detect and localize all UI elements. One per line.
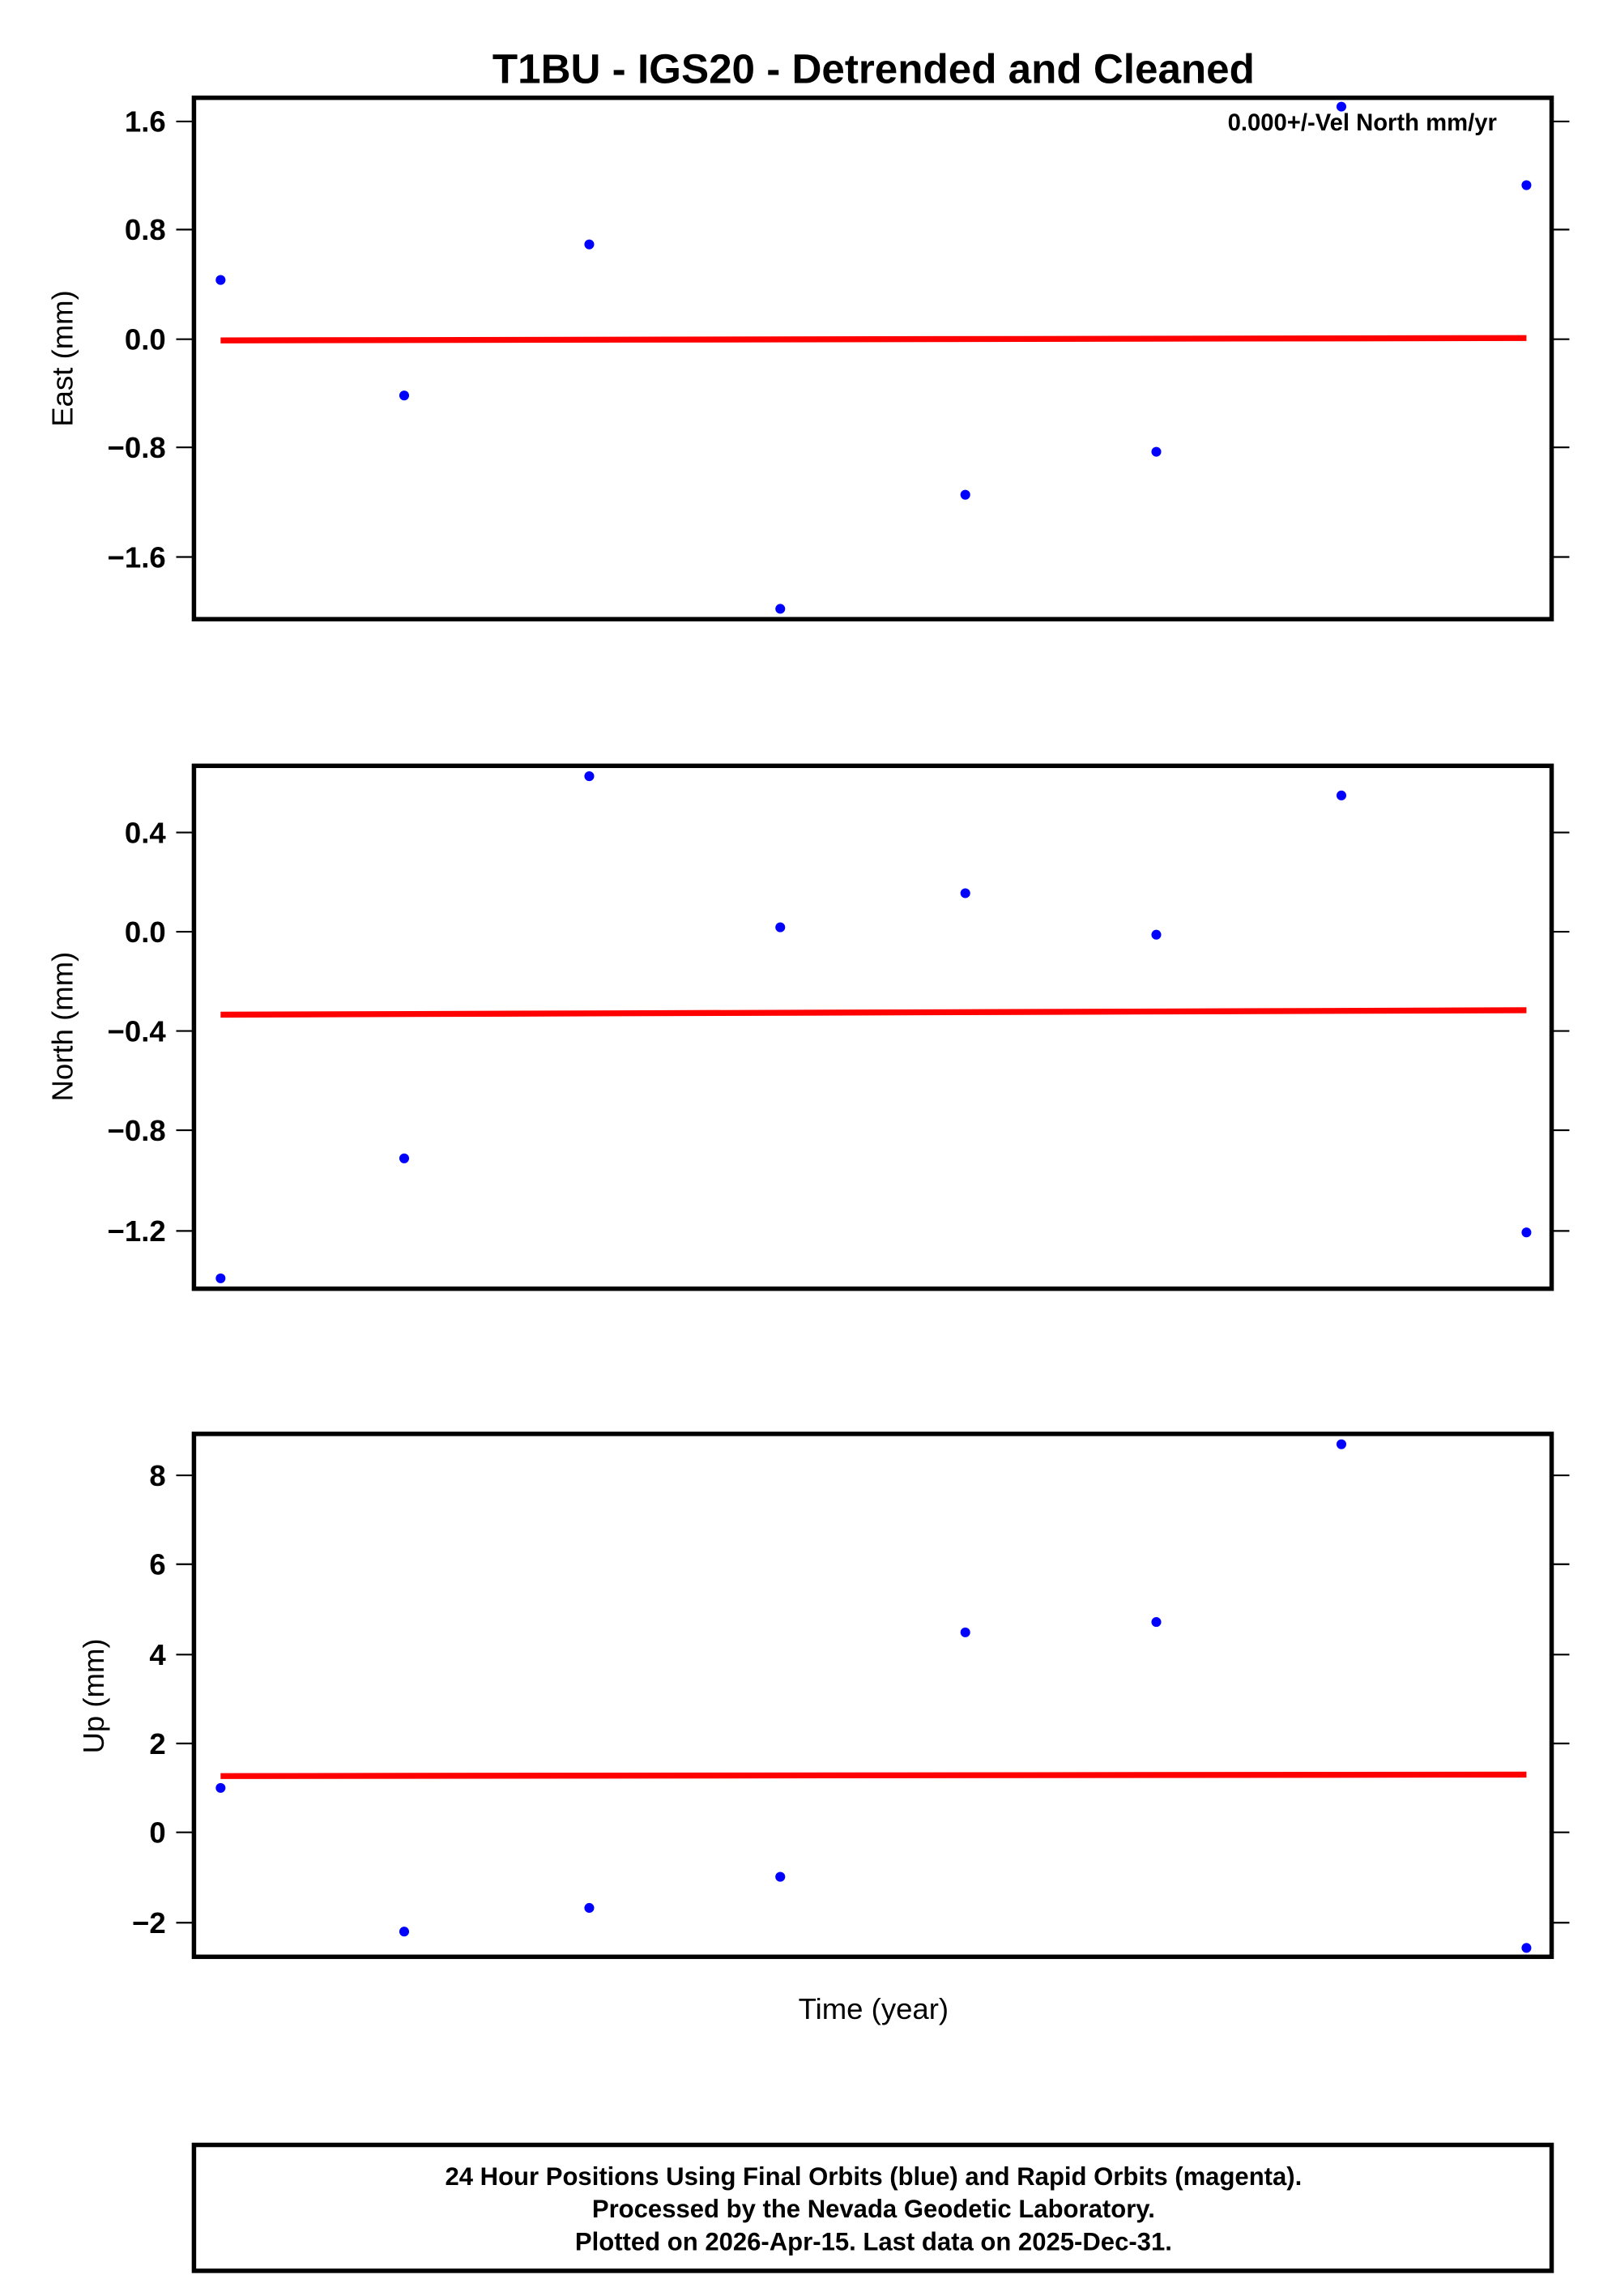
east-tick-label: −0.8 bbox=[108, 431, 166, 464]
north-tick-label: −0.4 bbox=[108, 1014, 167, 1048]
footer-line-2: Processed by the Nevada Geodetic Laborat… bbox=[592, 2195, 1155, 2223]
north-tick-label: −0.8 bbox=[108, 1114, 166, 1147]
north-trend-line bbox=[220, 1007, 1527, 1018]
north-right-ticks bbox=[1551, 831, 1570, 1232]
up-right-ticks bbox=[1551, 1474, 1570, 1924]
north-axis-label: North (mm) bbox=[46, 952, 79, 1102]
chart-title: T1BU - IGS20 - Detrended and Cleaned bbox=[492, 45, 1255, 92]
velocity-annotation: 0.000+/-Vel North mm/yr bbox=[1228, 110, 1497, 136]
up-trend-line bbox=[220, 1771, 1527, 1779]
up-tick-label: 8 bbox=[149, 1459, 165, 1492]
footer-box: 24 Hour Positions Using Final Orbits (bl… bbox=[191, 2142, 1554, 2273]
footer-line-3: Plotted on 2026-Apr-15. Last data on 202… bbox=[575, 2227, 1172, 2255]
footer-frame bbox=[191, 2142, 1554, 2273]
east-data-points bbox=[215, 101, 1532, 614]
up-tick-label: 0 bbox=[149, 1816, 165, 1850]
north-tick-label: 0.4 bbox=[125, 816, 166, 849]
east-tick-label: −1.6 bbox=[108, 540, 166, 574]
up-tick-label: 6 bbox=[149, 1548, 165, 1581]
east-trend-line bbox=[220, 335, 1527, 344]
up-panel-frame bbox=[191, 1432, 1554, 1960]
east-tick-label: 0.8 bbox=[125, 213, 166, 246]
north-tick-label: −1.2 bbox=[108, 1214, 166, 1248]
east-left-ticks bbox=[176, 120, 194, 558]
up-tick-label: −2 bbox=[132, 1906, 166, 1940]
north-tick-label: 0.0 bbox=[125, 915, 166, 949]
east-tick-label: 0.0 bbox=[125, 322, 166, 356]
up-data-points bbox=[215, 1439, 1532, 1953]
footer-line-1: 24 Hour Positions Using Final Orbits (bl… bbox=[446, 2162, 1303, 2191]
x-axis-label: Time (year) bbox=[799, 1992, 949, 2025]
up-tick-label: 4 bbox=[149, 1638, 166, 1671]
north-panel: 0.4 0.0 −0.4 −0.8 −1.2 North (mm) bbox=[46, 763, 1570, 1291]
east-right-ticks bbox=[1551, 120, 1570, 558]
east-panel: 1.6 0.8 0.0 −0.8 −1.6 East (mm) 0.000+/-… bbox=[46, 95, 1570, 622]
north-data-points bbox=[215, 771, 1532, 1283]
up-panel: 8 6 4 2 0 −2 Up (mm) bbox=[77, 1432, 1570, 1960]
east-axis-label: East (mm) bbox=[46, 290, 79, 427]
east-panel-frame bbox=[191, 95, 1554, 622]
east-tick-label: 1.6 bbox=[125, 105, 166, 139]
north-panel-frame bbox=[191, 763, 1554, 1291]
north-left-ticks bbox=[176, 831, 194, 1232]
up-left-ticks bbox=[176, 1474, 194, 1924]
up-tick-label: 2 bbox=[149, 1727, 165, 1760]
up-axis-label: Up (mm) bbox=[77, 1638, 110, 1753]
